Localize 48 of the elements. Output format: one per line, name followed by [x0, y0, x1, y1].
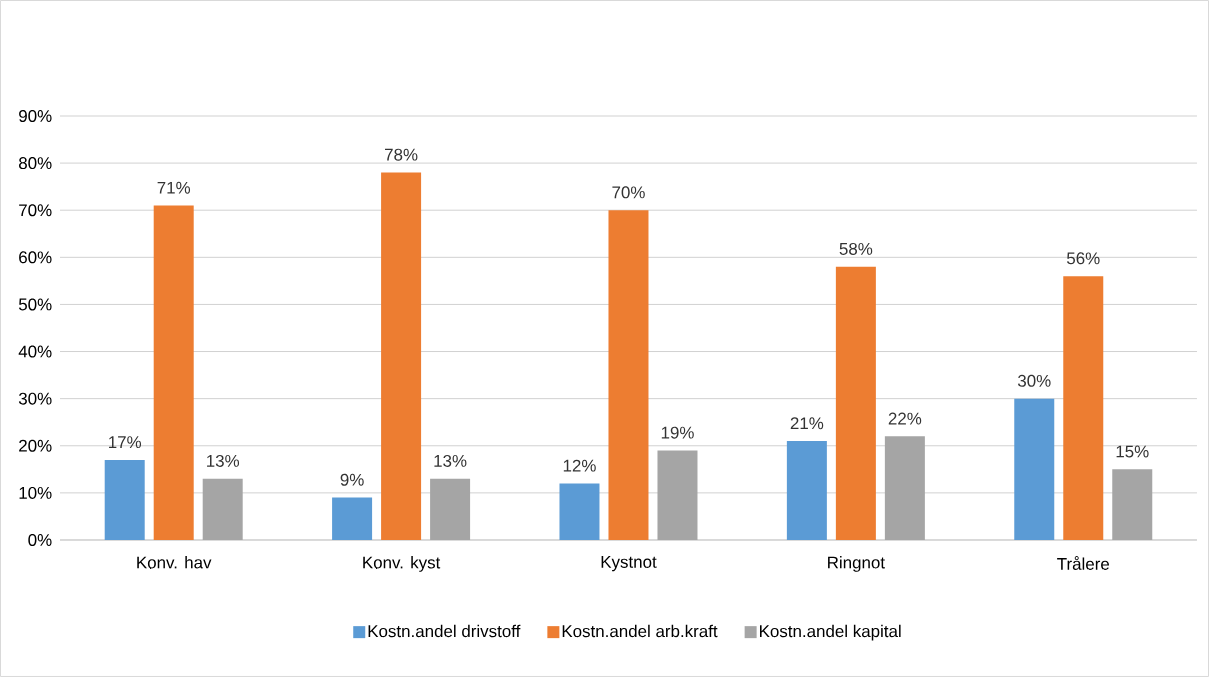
y-tick-label: 80% — [19, 157, 52, 170]
y-tick-label: 10% — [19, 486, 52, 499]
data-label: 13% — [207, 454, 240, 467]
y-tick-label: 60% — [19, 251, 52, 264]
data-label: 21% — [790, 417, 824, 430]
y-tick-label: 40% — [18, 345, 52, 358]
x-tick-label: Trålere — [1057, 556, 1110, 570]
bar — [786, 441, 827, 540]
data-label: 15% — [1116, 445, 1149, 458]
data-label: 17% — [109, 436, 142, 449]
bar — [559, 483, 600, 540]
legend-label: Kostn.andel arb.kraft — [562, 624, 718, 638]
data-label: 9% — [340, 473, 364, 486]
bar — [153, 205, 194, 540]
legend-label: Kostn.andel kapital — [760, 624, 901, 641]
y-tick-label: 20% — [19, 439, 52, 452]
data-label: 13% — [434, 454, 467, 467]
x-tick-label: Ringnot — [828, 556, 885, 572]
x-tick-label: Konv. kyst — [363, 556, 441, 572]
bar — [332, 497, 373, 540]
y-tick-label: 70% — [19, 204, 52, 217]
y-tick-label: 0% — [28, 533, 52, 546]
bar — [202, 478, 243, 540]
y-tick-label: 50% — [18, 298, 52, 311]
bar — [381, 172, 422, 540]
data-label: 56% — [1066, 252, 1100, 265]
bar — [430, 478, 471, 540]
data-label: 70% — [612, 186, 645, 199]
data-label: 12% — [563, 459, 596, 472]
bar — [835, 266, 876, 540]
data-label: 71% — [157, 181, 191, 194]
data-label: 19% — [661, 426, 694, 439]
data-label: 30% — [1017, 374, 1051, 387]
bar — [884, 436, 925, 540]
bar — [608, 210, 649, 540]
bar — [1014, 398, 1055, 540]
x-tick-label: Konv. hav — [137, 556, 212, 569]
data-label: 58% — [839, 242, 873, 255]
y-tick-label: 90% — [19, 109, 52, 122]
x-tick-label: Kystnot — [601, 556, 657, 572]
bar — [1063, 276, 1104, 540]
bar — [1112, 469, 1153, 540]
data-label: 78% — [385, 148, 418, 161]
data-label: 22% — [888, 412, 922, 425]
y-tick-label: 30% — [18, 392, 52, 405]
bar — [104, 459, 145, 540]
bar — [657, 450, 698, 540]
legend-label: Kostn.andel drivstoff — [368, 624, 521, 638]
